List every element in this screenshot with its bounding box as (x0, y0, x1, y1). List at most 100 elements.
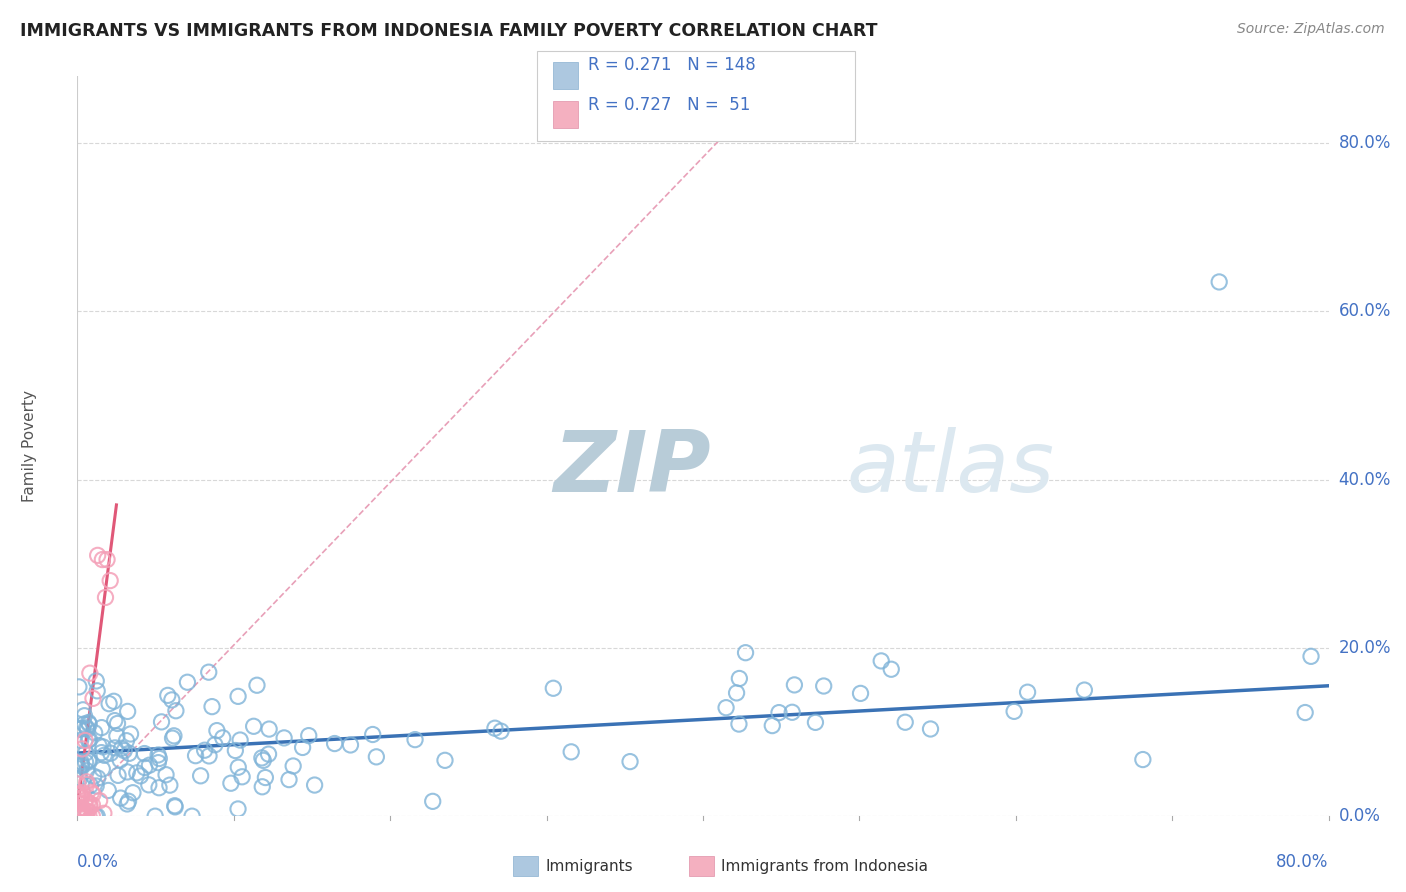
Point (761, 718, 783, 732)
Text: Family Poverty: Family Poverty (22, 390, 38, 502)
Point (76, 804, 98, 818)
Point (1294, 706, 1316, 720)
Point (138, 758, 160, 772)
Point (283, 759, 305, 773)
Point (98, 574, 121, 588)
Point (98, 697, 121, 711)
Point (69, 787, 91, 801)
Point (226, 690, 249, 704)
Point (76, 764, 98, 778)
Point (84, 779, 107, 793)
Point (76, 777, 98, 791)
Text: 60.0%: 60.0% (1339, 302, 1391, 320)
Point (162, 731, 184, 746)
Text: atlas: atlas (846, 426, 1054, 509)
Point (273, 731, 295, 745)
Point (94, 591, 117, 605)
Point (67, 797, 90, 811)
Point (91, 762, 114, 776)
Point (75, 733, 97, 747)
Point (72, 805, 94, 820)
Point (76, 808, 98, 822)
Point (734, 646, 756, 660)
Point (146, 747, 169, 762)
Point (70, 759, 93, 773)
Point (77, 715, 100, 730)
Point (115, 733, 138, 747)
Point (813, 679, 835, 693)
Point (159, 778, 181, 792)
Point (75, 793, 97, 807)
Point (104, 740, 127, 755)
Point (257, 722, 280, 736)
Point (117, 764, 139, 779)
Point (165, 800, 187, 814)
Point (77, 795, 100, 809)
Point (70, 757, 93, 772)
Point (84, 673, 107, 688)
Point (76, 775, 98, 789)
Point (89, 794, 111, 808)
Point (107, 716, 129, 731)
Point (254, 771, 277, 785)
Point (67, 680, 90, 694)
Point (90, 746, 112, 760)
Point (91, 739, 114, 754)
Point (83, 769, 105, 783)
Point (298, 729, 321, 743)
Point (165, 704, 187, 718)
Point (361, 727, 384, 741)
Point (143, 809, 166, 823)
Point (69, 803, 91, 817)
Point (83, 726, 105, 740)
Point (619, 755, 641, 769)
Point (366, 749, 388, 764)
Point (870, 654, 893, 668)
Point (250, 751, 273, 765)
Point (66, 793, 89, 807)
Point (728, 717, 751, 731)
Point (194, 743, 217, 757)
Point (148, 751, 170, 765)
Point (714, 700, 737, 714)
Text: Immigrants: Immigrants (546, 859, 633, 873)
Point (82, 797, 104, 812)
Point (66, 789, 89, 803)
Point (75, 755, 97, 769)
Point (104, 714, 127, 728)
Point (484, 721, 506, 735)
Point (304, 778, 326, 792)
Point (205, 723, 228, 738)
Point (79, 797, 101, 811)
Point (72, 721, 94, 735)
Point (323, 737, 346, 751)
Point (79, 753, 101, 767)
Point (725, 686, 748, 700)
Point (93, 806, 115, 821)
Point (117, 794, 139, 808)
Point (67, 805, 90, 819)
Point (82, 691, 104, 706)
Point (69, 771, 91, 785)
Point (849, 686, 872, 700)
Point (224, 743, 246, 757)
Point (156, 689, 179, 703)
Point (67, 762, 90, 776)
Point (252, 753, 274, 767)
Point (69, 803, 91, 817)
Point (201, 699, 224, 714)
Point (66, 806, 89, 821)
Point (96, 552, 118, 566)
Point (163, 798, 186, 813)
Point (920, 722, 942, 736)
Point (783, 678, 806, 692)
Text: R = 0.727   N =  51: R = 0.727 N = 51 (588, 96, 749, 114)
Point (112, 744, 135, 758)
Point (176, 675, 198, 690)
Point (90, 721, 112, 735)
Point (75, 746, 97, 760)
Point (69, 797, 91, 812)
Point (404, 732, 426, 747)
Point (76, 721, 98, 735)
Point (69, 722, 91, 736)
